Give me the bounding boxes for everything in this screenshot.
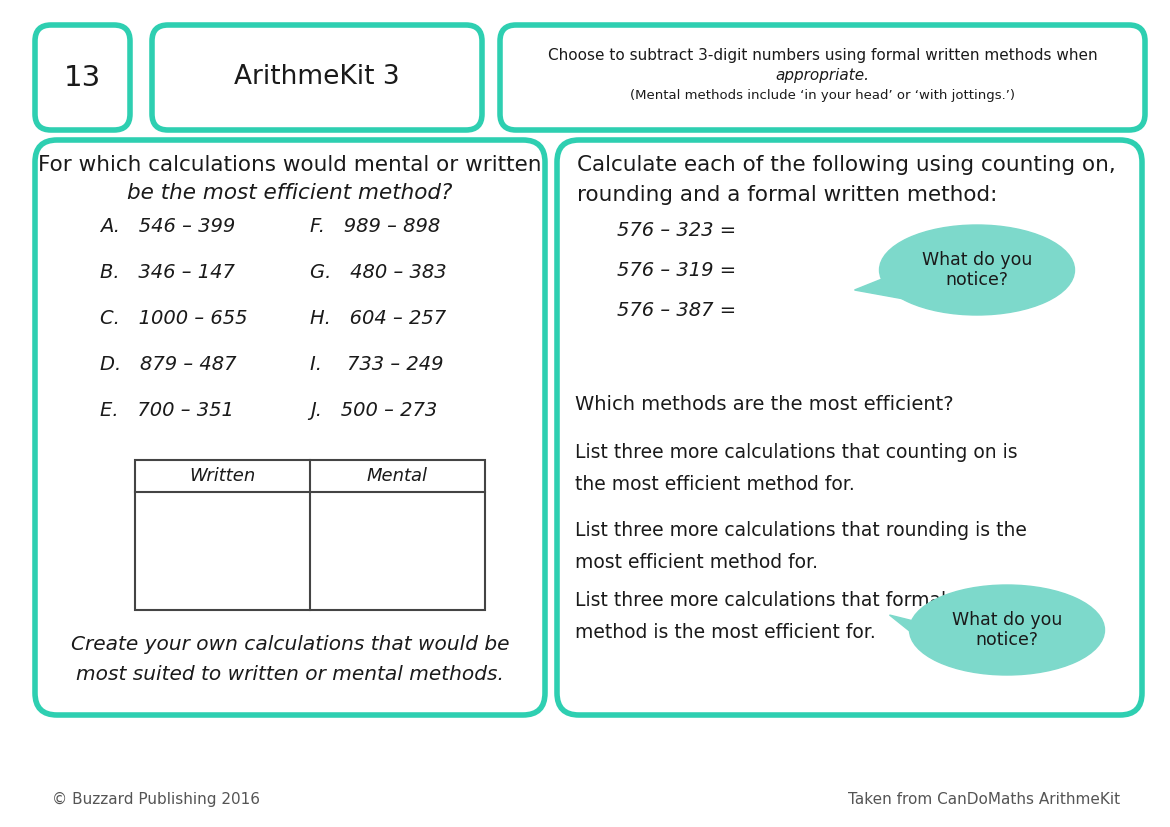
Text: the most efficient method for.: the most efficient method for.	[574, 475, 855, 494]
Polygon shape	[889, 615, 940, 655]
Text: be the most efficient method?: be the most efficient method?	[128, 183, 453, 203]
Text: 576 – 387 =: 576 – 387 =	[617, 300, 736, 319]
Text: For which calculations would mental or written: For which calculations would mental or w…	[39, 155, 542, 175]
Text: D.   879 – 487: D. 879 – 487	[99, 356, 236, 375]
Text: What do you
notice?: What do you notice?	[922, 251, 1032, 289]
Text: A.   546 – 399: A. 546 – 399	[99, 218, 235, 237]
Text: B.   346 – 147: B. 346 – 147	[99, 264, 235, 283]
FancyBboxPatch shape	[152, 25, 482, 130]
Text: method is the most efficient for.: method is the most efficient for.	[574, 623, 876, 642]
Text: Choose to subtract 3-digit numbers using formal written methods when: Choose to subtract 3-digit numbers using…	[548, 48, 1097, 63]
Text: List three more calculations that counting on is: List three more calculations that counti…	[574, 443, 1018, 462]
Text: © Buzzard Publishing 2016: © Buzzard Publishing 2016	[51, 791, 260, 806]
Text: most suited to written or mental methods.: most suited to written or mental methods…	[76, 666, 504, 685]
Text: J.   500 – 273: J. 500 – 273	[310, 401, 438, 420]
Text: rounding and a formal written method:: rounding and a formal written method:	[577, 185, 997, 205]
FancyBboxPatch shape	[35, 140, 545, 715]
Text: What do you
notice?: What do you notice?	[952, 610, 1062, 649]
Polygon shape	[854, 278, 909, 300]
FancyBboxPatch shape	[500, 25, 1145, 130]
Text: E.   700 – 351: E. 700 – 351	[99, 401, 234, 420]
Text: C.   1000 – 655: C. 1000 – 655	[99, 309, 248, 328]
Text: Which methods are the most efficient?: Which methods are the most efficient?	[574, 395, 954, 414]
Text: appropriate.: appropriate.	[776, 68, 869, 83]
Text: List three more calculations that formal written: List three more calculations that formal…	[574, 591, 1019, 610]
Text: (Mental methods include ‘in your head’ or ‘with jottings.’): (Mental methods include ‘in your head’ o…	[629, 89, 1016, 102]
Text: most efficient method for.: most efficient method for.	[574, 553, 818, 572]
Text: 576 – 323 =: 576 – 323 =	[617, 221, 736, 240]
Bar	[135, 460, 486, 610]
Text: 13: 13	[64, 64, 101, 92]
Text: Mental: Mental	[367, 467, 428, 485]
Text: Create your own calculations that would be: Create your own calculations that would …	[70, 635, 509, 654]
Text: ArithmeKit 3: ArithmeKit 3	[234, 65, 400, 90]
Ellipse shape	[880, 225, 1074, 315]
Text: H.   604 – 257: H. 604 – 257	[310, 309, 446, 328]
Text: Written: Written	[190, 467, 255, 485]
Text: G.   480 – 383: G. 480 – 383	[310, 264, 447, 283]
FancyBboxPatch shape	[557, 140, 1142, 715]
FancyBboxPatch shape	[35, 25, 130, 130]
Ellipse shape	[909, 585, 1104, 675]
Text: I.    733 – 249: I. 733 – 249	[310, 356, 443, 375]
Text: List three more calculations that rounding is the: List three more calculations that roundi…	[574, 521, 1027, 540]
Text: Calculate each of the following using counting on,: Calculate each of the following using co…	[577, 155, 1116, 175]
Text: Taken from CanDoMaths ArithmeKit: Taken from CanDoMaths ArithmeKit	[848, 791, 1120, 806]
Text: F.   989 – 898: F. 989 – 898	[310, 218, 440, 237]
Text: 576 – 319 =: 576 – 319 =	[617, 261, 736, 280]
